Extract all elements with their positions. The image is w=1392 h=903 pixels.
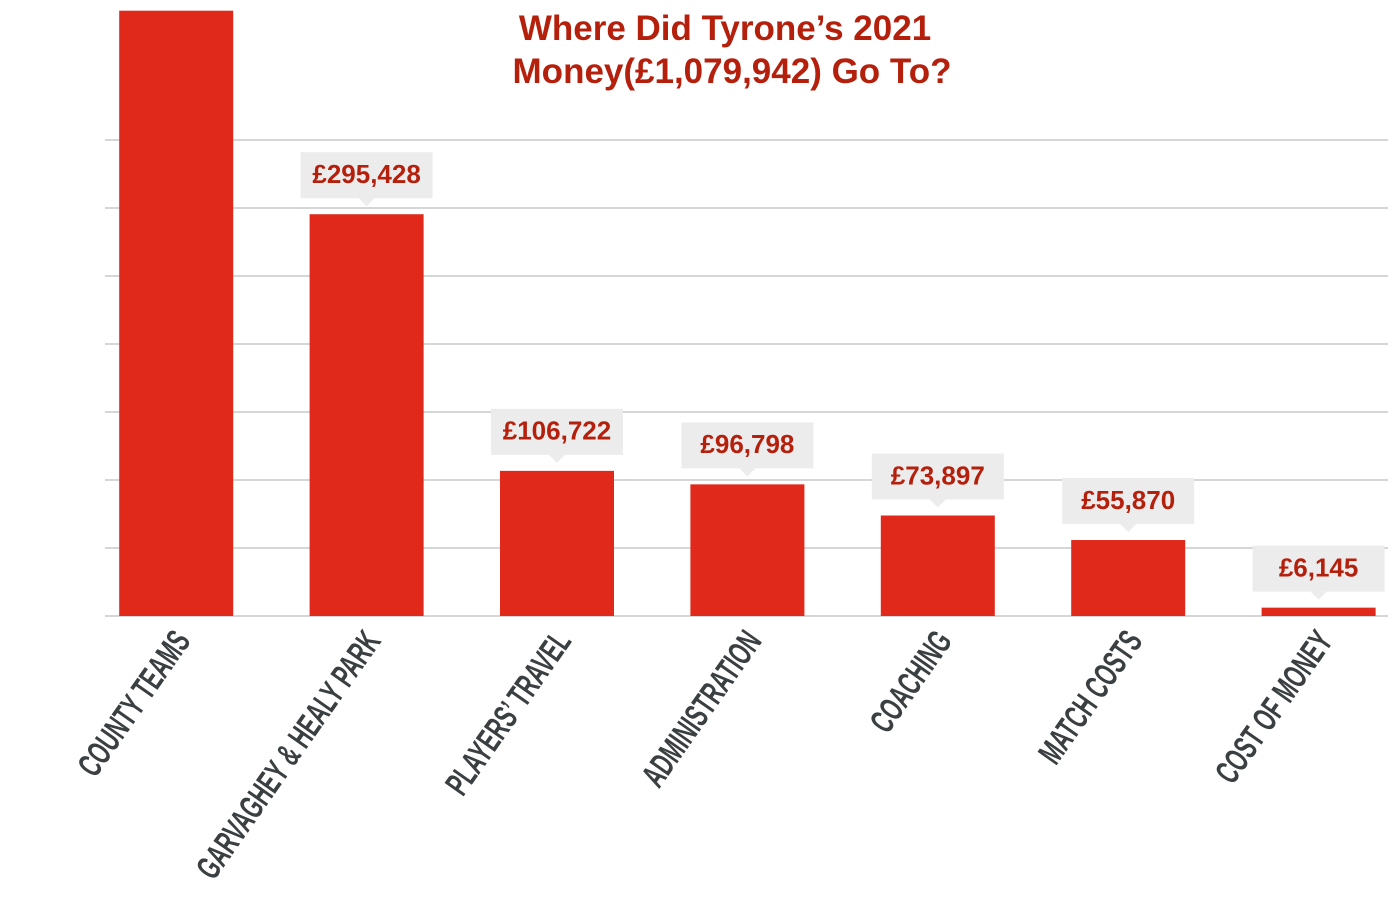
bar [1071,540,1186,616]
value-label: £73,897 [891,460,985,490]
chart-title-line: Money(£1,079,942) Go To? [513,52,952,91]
value-label-pointer [739,468,756,477]
value-label-pointer [1310,591,1327,600]
x-tick-label-group: COACHING [862,623,959,739]
x-tick-label: MATCH COSTS [1030,623,1149,770]
x-tick-label-group: GARVAGHEY & HEALY PARK [188,623,388,886]
bar [119,10,234,617]
value-label-pointer [1120,524,1137,533]
x-tick-label-group: MATCH COSTS [1030,623,1149,770]
value-label: £106,722 [503,416,611,446]
x-tick-label-group: PLAYERS’ TRAVEL [437,623,578,801]
x-tick-label: COST OF MONEY [1207,623,1340,790]
x-tick-label-group: ADMINISTRATION [633,623,768,793]
x-tick-label: COACHING [862,623,959,739]
bar [500,470,614,616]
value-label: £6,145 [1279,553,1359,583]
value-label: £96,798 [700,429,794,459]
value-label-box [1062,478,1195,525]
chart-title-line: Where Did Tyrone’s 2021 [519,9,931,48]
x-tick-label: PLAYERS’ TRAVEL [437,623,578,801]
value-label-pointer [549,454,565,463]
x-tick-label-group: COST OF MONEY [1207,623,1340,790]
value-label-box [1252,545,1385,592]
x-tick-label: ADMINISTRATION [633,623,768,793]
bar [309,214,424,616]
value-label-box [871,453,1004,500]
x-tick-label: GARVAGHEY & HEALY PARK [188,623,388,886]
value-label-box [491,408,623,455]
bar [1261,607,1376,616]
value-label-box [300,152,433,199]
x-tick-label: COUNTY TEAMS [70,623,198,783]
bar [880,515,995,616]
value-label-box [681,422,814,469]
bar [690,484,805,616]
value-label-pointer [358,198,375,207]
value-label-pointer [929,499,946,508]
value-label: £295,428 [312,159,420,189]
value-label: £55,870 [1081,485,1175,515]
x-tick-label-group: COUNTY TEAMS [70,623,198,783]
